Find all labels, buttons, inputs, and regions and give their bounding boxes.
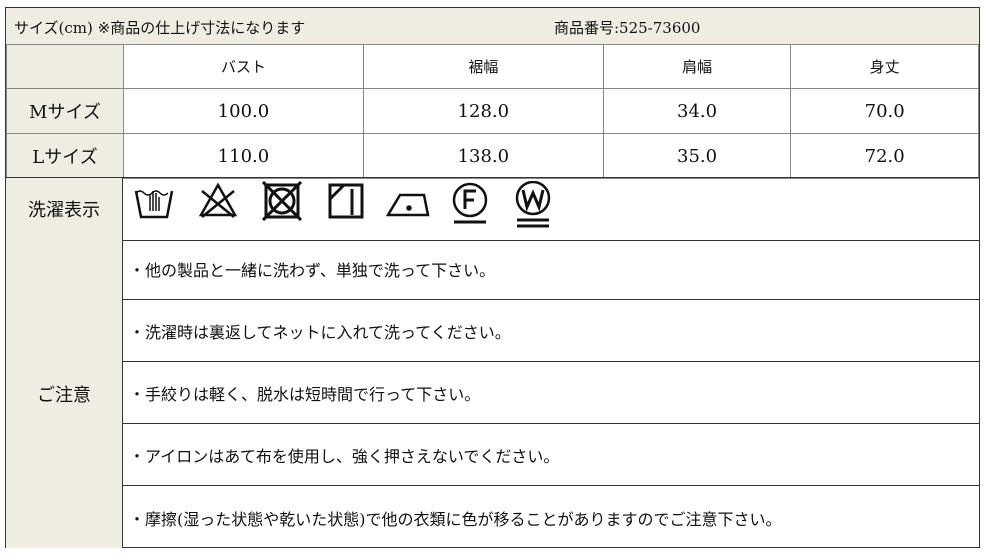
size-title: サイズ(cm) ※商品の仕上げ寸法になります bbox=[14, 19, 306, 37]
drip-dry-shade-icon bbox=[328, 183, 364, 219]
cell: 138.0 bbox=[362, 133, 604, 179]
cell: 110.0 bbox=[123, 133, 364, 179]
no-bleach-icon bbox=[198, 182, 238, 218]
wet-clean-w-icon bbox=[515, 181, 551, 228]
cell: 34.0 bbox=[602, 88, 792, 134]
note-item: ・摩擦(湿った状態や乾いた状態)で他の衣類に色が移ることがありますのでご注意下さ… bbox=[129, 509, 782, 529]
col-header: 身丈 bbox=[790, 44, 979, 89]
col-header: 肩幅 bbox=[602, 44, 792, 89]
row-label: Lサイズ bbox=[6, 133, 124, 179]
size-table: バスト 裾幅 肩幅 身丈 Mサイズ 100.0 128.0 34.0 70.0 … bbox=[6, 44, 979, 179]
cell: 35.0 bbox=[602, 133, 792, 179]
title-row: サイズ(cm) ※商品の仕上げ寸法になります 商品番号:525-73600 bbox=[6, 8, 979, 45]
cell: 128.0 bbox=[362, 88, 604, 134]
hand-wash-icon bbox=[134, 190, 174, 219]
col-header: 裾幅 bbox=[362, 44, 604, 89]
table-row: Lサイズ 110.0 138.0 35.0 72.0 bbox=[6, 133, 979, 179]
no-tumble-dry-icon bbox=[262, 181, 302, 221]
corner-cell bbox=[6, 44, 124, 89]
size-chart: サイズ(cm) ※商品の仕上げ寸法になります 商品番号:525-73600 バス… bbox=[5, 7, 980, 548]
col-header: バスト bbox=[123, 44, 364, 89]
header-row: バスト 裾幅 肩幅 身丈 bbox=[6, 44, 979, 89]
cell: 70.0 bbox=[790, 88, 979, 134]
note-item: ・アイロンはあて布を使用し、強く押さえないでください。 bbox=[123, 425, 979, 486]
notes-section: ご注意 ・他の製品と一緒に洗わず、単独で洗って下さい。 ・洗濯時は裏返してネット… bbox=[6, 239, 979, 548]
iron-low-icon bbox=[385, 193, 430, 217]
note-item: ・他の製品と一緒に洗わず、単独で洗って下さい。 bbox=[123, 239, 979, 300]
dry-clean-f-icon bbox=[452, 182, 488, 224]
table-row: Mサイズ 100.0 128.0 34.0 70.0 bbox=[6, 88, 979, 134]
cell: 72.0 bbox=[790, 133, 979, 179]
row-label: Mサイズ bbox=[6, 88, 124, 134]
care-row: 洗濯表示 bbox=[6, 177, 979, 241]
cell: 100.0 bbox=[123, 88, 364, 134]
care-label: 洗濯表示 bbox=[6, 178, 123, 240]
notes-label: ご注意 bbox=[6, 239, 123, 548]
note-item: ・手絞りは軽く、脱水は短時間で行って下さい。 bbox=[123, 363, 979, 424]
note-item: ・洗濯時は裏返してネットに入れて洗ってください。 bbox=[123, 301, 979, 362]
product-number: 商品番号:525-73600 bbox=[554, 19, 701, 37]
